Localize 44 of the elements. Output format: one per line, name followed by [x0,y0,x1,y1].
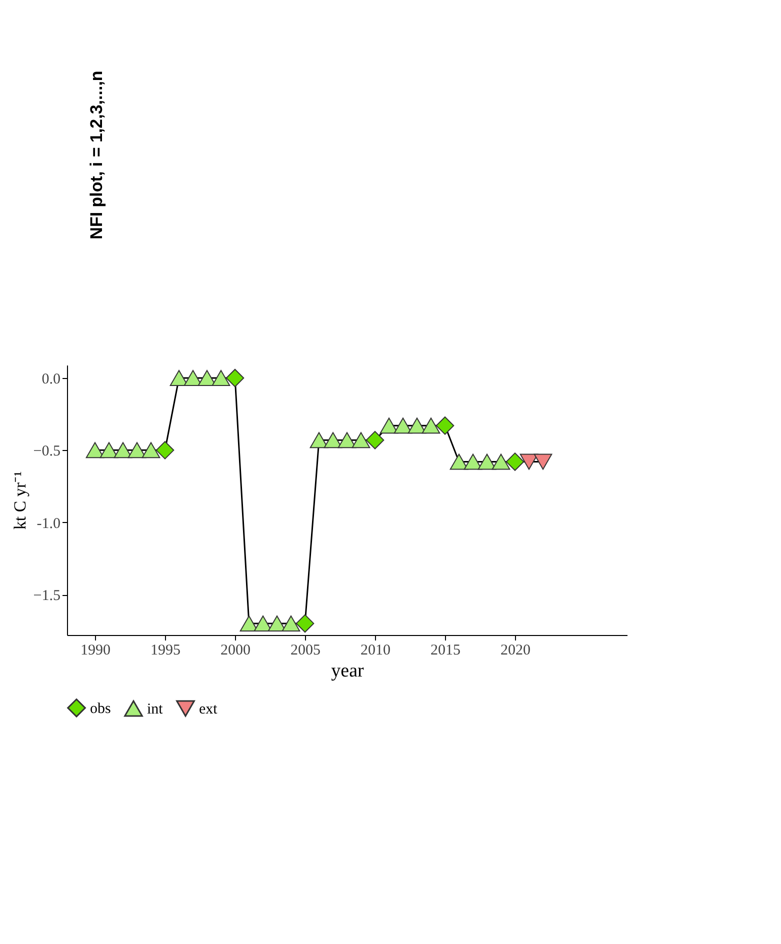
point [86,442,104,458]
point [310,432,328,448]
point [478,454,496,470]
point [114,442,132,458]
x-tick-label: 2005 [290,642,320,658]
legend-label: int [147,702,164,718]
y-tick-label: −0.5 [33,444,60,460]
legend-label: obs [90,700,111,717]
point [408,418,426,434]
point [464,454,482,470]
x-tick-label: 2015 [430,642,460,658]
point [142,442,160,458]
text: NFI plot, i = 1,2,3,...,n [87,70,106,240]
x-axis-title: year [331,660,365,682]
point [128,442,146,458]
y-axis-title: kt C yr⁻¹ [10,471,30,530]
point [492,454,510,470]
point [366,430,384,450]
point [156,441,174,460]
point [534,454,552,470]
point [394,418,412,434]
point [282,615,300,632]
point [422,418,440,434]
point [520,454,538,470]
point [324,432,342,448]
point [380,418,398,434]
y-tick-label: -1.0 [36,516,60,532]
point [352,432,370,448]
point [338,432,356,448]
x-tick-label: 1990 [80,642,110,658]
point [436,416,454,435]
point [450,454,468,470]
legend-label: ext [199,702,218,718]
point [226,368,244,388]
point [506,452,524,471]
y-tick-label: −1.5 [33,588,60,604]
point [296,614,314,633]
x-tick-label: 1995 [150,642,180,658]
x-tick-label: 2000 [220,642,250,658]
y-tick-label: 0.0 [42,371,60,388]
point [212,370,230,386]
x-tick-label: 2020 [500,642,530,658]
x-tick-label: 2010 [360,642,390,658]
point [100,442,118,458]
